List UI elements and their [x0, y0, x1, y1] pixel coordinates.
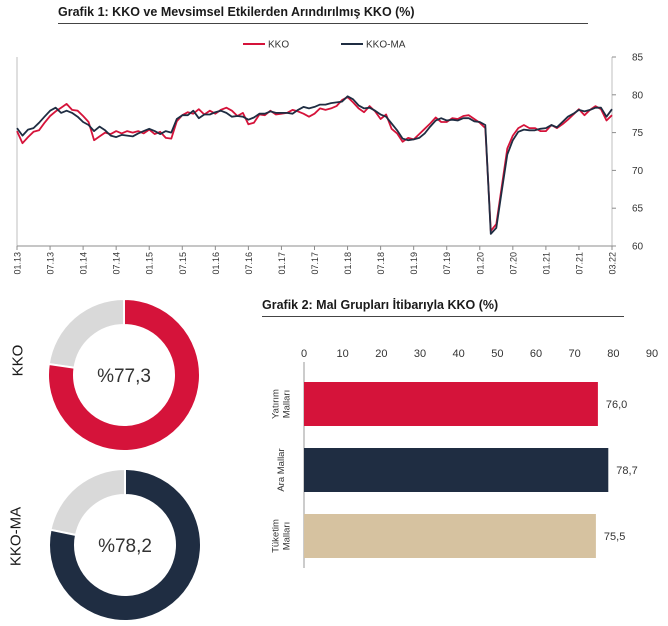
donut-remaining-slice	[49, 467, 126, 537]
y-tick-label: 70	[632, 166, 644, 177]
y-tick-label: 85	[632, 53, 644, 64]
donut-kko: %77,3	[47, 297, 201, 452]
x-tick-label: 01.14	[79, 252, 89, 275]
x-tick-label: 07.16	[244, 252, 254, 275]
donut-kkoma: %78,2	[48, 467, 202, 622]
x-tick-label: 01.19	[409, 252, 419, 275]
x-tick-label: 01.18	[343, 252, 353, 275]
x-tick-label: 03.22	[608, 252, 618, 275]
bar-value-label: 76,0	[606, 399, 627, 411]
x-tick-label: 0	[301, 348, 307, 360]
line-chart: KKO KKO-MA 60 65 70 75 80 85 01.13 07.13 01.14 07.…	[13, 40, 644, 275]
x-tick-label: 01.15	[145, 252, 155, 275]
x-tick-label: 30	[414, 348, 426, 360]
bar-2	[304, 514, 596, 558]
chart1-title: Grafik 1: KKO ve Mevsimsel Etkilerden Ar…	[58, 5, 415, 19]
donut-remaining-slice	[47, 297, 125, 369]
x-tick-label: 07.15	[178, 252, 188, 275]
x-tick-label: 01.13	[13, 252, 23, 275]
donut-kkoma-label: KKO-MA	[7, 506, 25, 567]
donut-value-label: %78,2	[98, 536, 152, 557]
x-tick-label: 01.20	[475, 252, 485, 275]
chart1-title-rule	[58, 23, 588, 24]
legend-label-kko: KKO	[268, 40, 289, 51]
chart2-title-rule	[262, 316, 624, 317]
x-tick-label: 07.17	[310, 252, 320, 275]
y-tick-label: 60	[632, 242, 644, 253]
category-label: Malları	[282, 522, 293, 551]
bar-value-label: 75,5	[604, 531, 625, 543]
donut-kko-label: KKO	[9, 344, 27, 377]
bar-0	[304, 382, 598, 426]
category-label: Malları	[282, 390, 293, 419]
donut-value-slice	[48, 467, 202, 622]
x-tick-label: 70	[569, 348, 581, 360]
series-line-kko-ma	[16, 95, 613, 235]
x-tick-label: 40	[453, 348, 465, 360]
line-chart-axes: 60 65 70 75 80 85 01.13 07.13 01.14 07.14 01.15 07.…	[13, 53, 644, 275]
x-tick-label: 07.21	[574, 252, 584, 275]
x-tick-label: 50	[491, 348, 503, 360]
x-tick-label: 90	[646, 348, 658, 360]
donut-value-label: %77,3	[97, 366, 151, 387]
category-label: Ara Mallar	[276, 448, 287, 491]
donut-value-slice	[47, 297, 201, 452]
x-tick-label: 80	[607, 348, 619, 360]
legend-label-kko-ma: KKO-MA	[366, 40, 406, 51]
y-tick-label: 65	[632, 204, 644, 215]
x-tick-label: 10	[337, 348, 349, 360]
x-tick-label: 07.13	[46, 252, 56, 275]
category-label: Yatırım	[271, 389, 282, 419]
x-tick-label: 01.17	[277, 252, 287, 275]
series-line-kko	[16, 96, 613, 232]
x-tick-label: 01.21	[541, 252, 551, 275]
x-tick-label: 07.18	[376, 252, 386, 275]
x-tick-label: 07.19	[442, 252, 452, 275]
category-label: Tüketim	[271, 519, 282, 553]
line-chart-series	[16, 95, 613, 235]
x-tick-label: 01.16	[211, 252, 221, 275]
y-tick-label: 80	[632, 90, 644, 101]
y-tick-label: 75	[632, 128, 644, 139]
line-chart-legend: KKO KKO-MA	[243, 40, 406, 51]
x-tick-label: 20	[375, 348, 387, 360]
chart2-title: Grafik 2: Mal Grupları İtibarıyla KKO (%…	[262, 298, 499, 312]
bar-1	[304, 448, 609, 492]
x-tick-label: 07.14	[112, 252, 122, 275]
x-tick-label: 60	[530, 348, 542, 360]
x-tick-label: 07.20	[508, 252, 518, 275]
bar-value-label: 78,7	[616, 465, 637, 477]
